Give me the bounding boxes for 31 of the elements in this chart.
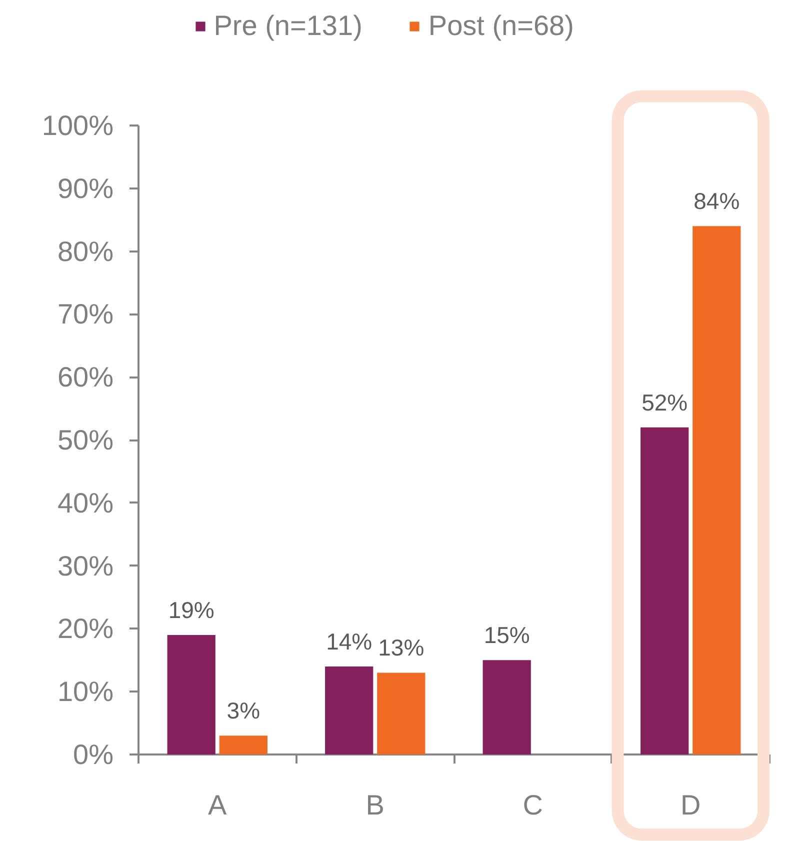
y-tick-label: 90% [57, 172, 114, 204]
y-tick-label: 60% [57, 362, 114, 393]
bar [482, 660, 531, 754]
bar [640, 427, 689, 754]
data-label: 84% [694, 188, 740, 214]
x-tick-label: A [208, 790, 228, 820]
data-label: 3% [226, 698, 260, 724]
y-tick-label: 70% [57, 298, 114, 330]
y-tick-label: 10% [57, 676, 114, 708]
x-tick-label: C [522, 790, 543, 820]
y-tick-label: 0% [73, 739, 114, 770]
data-label: 13% [378, 634, 424, 661]
legend-label: Pre (n=131) [214, 10, 362, 42]
y-tick-label: 30% [57, 550, 114, 582]
y-tick-label: 20% [57, 613, 114, 644]
y-tick-label: 80% [57, 236, 114, 267]
x-tick-label: B [366, 790, 384, 820]
bar [219, 736, 268, 754]
x-tick-label: D [680, 790, 701, 820]
bar [377, 672, 426, 754]
data-label: 15% [484, 622, 530, 648]
legend-label: Post (n=68) [428, 10, 574, 42]
bar [325, 666, 374, 754]
data-label: 19% [168, 596, 214, 623]
y-tick-label: 100% [42, 110, 114, 141]
bar [167, 634, 216, 754]
data-label: 14% [326, 628, 372, 654]
y-tick-label: 40% [57, 487, 114, 518]
bar [692, 226, 741, 754]
y-tick-label: 50% [57, 424, 114, 456]
data-label: 52% [642, 389, 688, 416]
